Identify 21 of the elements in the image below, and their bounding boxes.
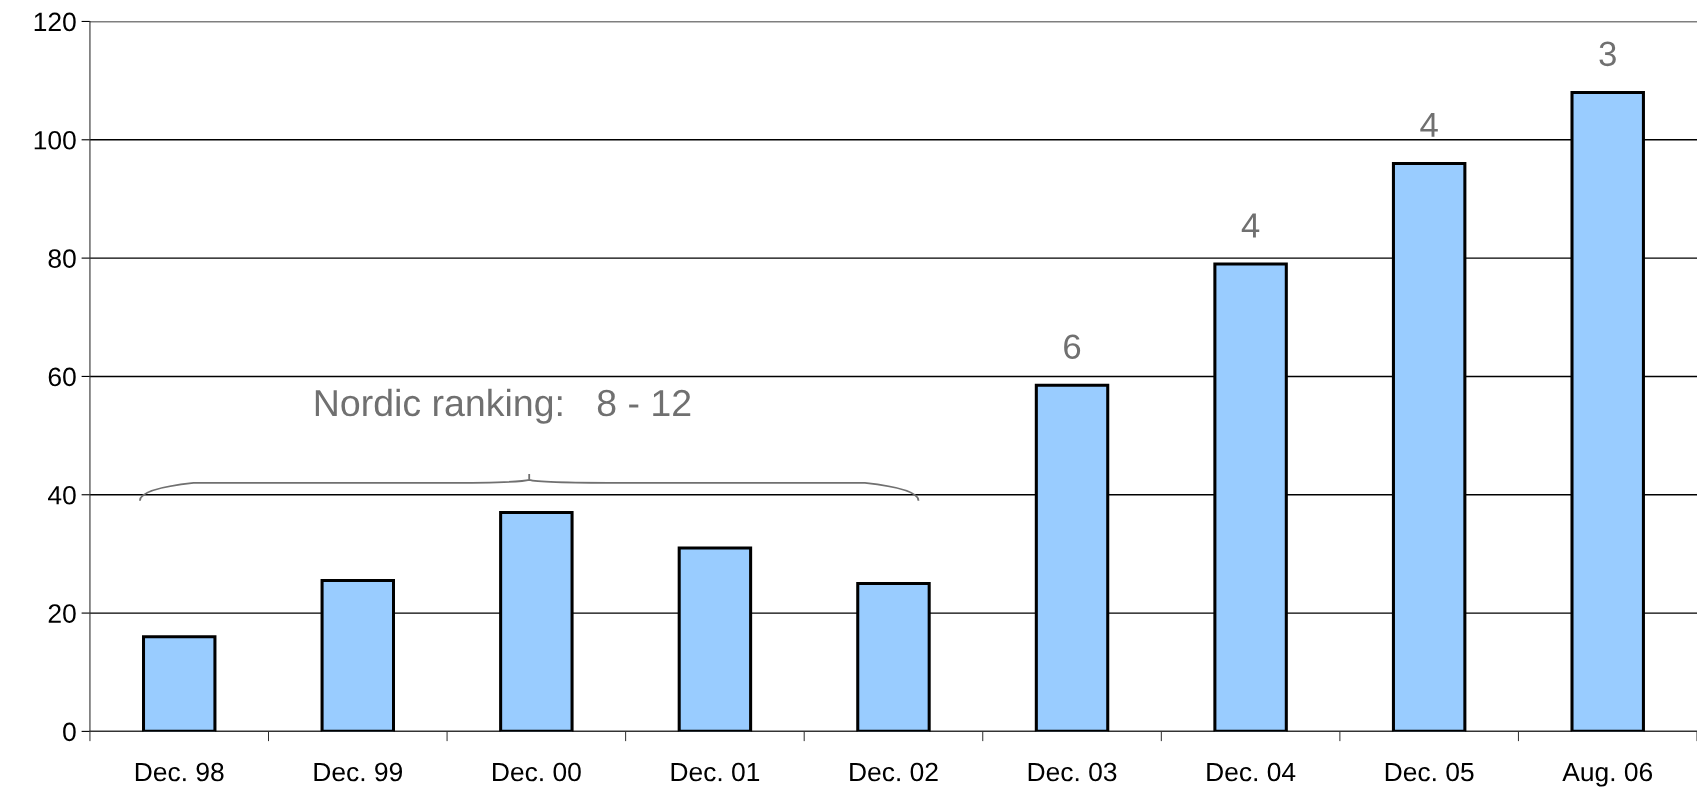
y-tick-label: 0 — [63, 722, 76, 742]
annotation: 4 — [1420, 112, 1438, 137]
y-tick-label: 80 — [48, 249, 76, 268]
annotation: 6 — [1064, 334, 1081, 359]
y-tick-label: 40 — [48, 485, 76, 505]
x-tick-label: Aug. 06 — [1562, 762, 1653, 787]
x-tick-label: Dec. 05 — [1385, 762, 1474, 782]
x-tick-label: Dec. 01 — [671, 762, 760, 782]
x-tick-label: Dec. 02 — [850, 762, 938, 782]
x-tick-label: Dec. 00 — [493, 762, 581, 782]
annotation: Nordic ranking: 8 - 12 — [315, 388, 691, 424]
y-tick-label: 20 — [48, 604, 76, 623]
x-tick-label: Dec. 98 — [135, 762, 224, 782]
x-tick-label: Dec. 04 — [1207, 762, 1296, 782]
y-tick-label: 120 — [34, 12, 76, 32]
x-tick-label: Dec. 99 — [314, 762, 403, 782]
annotation: 3 — [1599, 41, 1616, 67]
x-tick-label: Dec. 03 — [1028, 762, 1117, 782]
y-tick-label: 60 — [48, 367, 76, 387]
annotation: 4 — [1241, 213, 1260, 238]
y-tick-label: 100 — [34, 130, 76, 150]
